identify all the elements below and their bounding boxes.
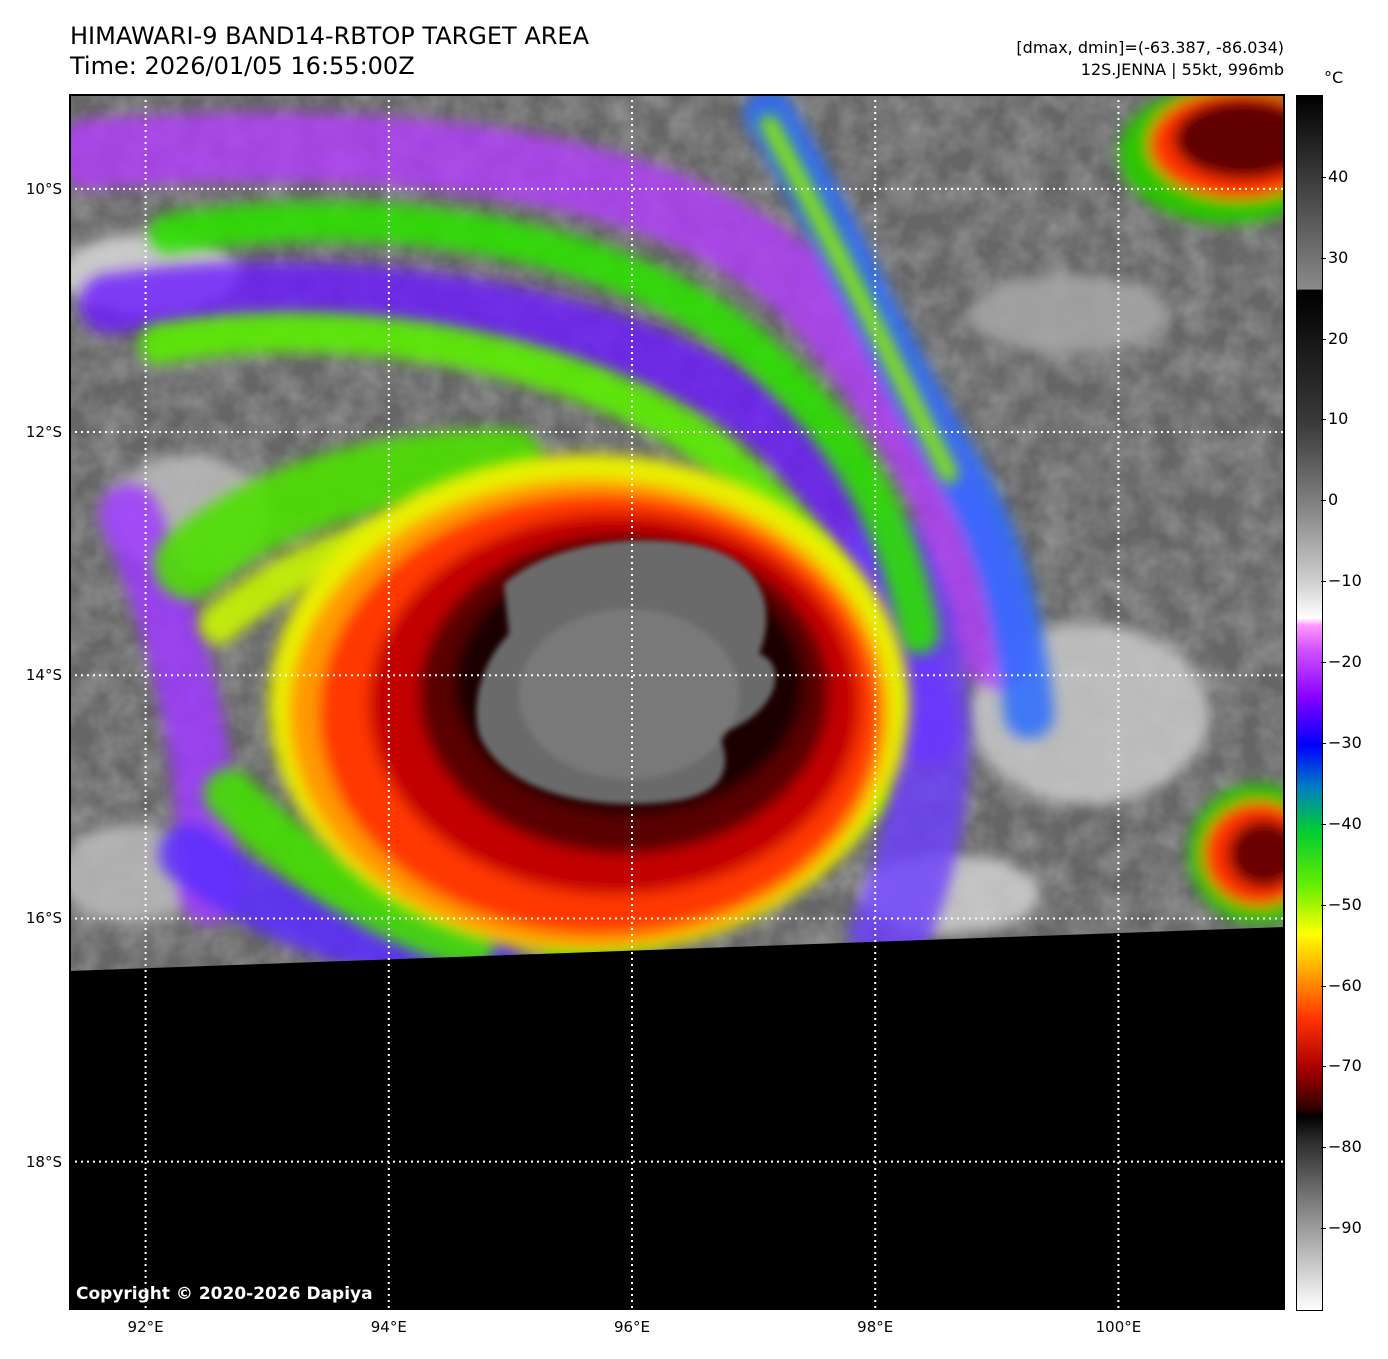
lon-tick-label: 94°E: [370, 1318, 407, 1336]
colorbar-tick-label: 0: [1328, 490, 1339, 510]
colorbar-tick-label: −30: [1328, 732, 1362, 752]
colorbar-tick-mark: [1321, 985, 1326, 987]
chart-time: Time: 2026/01/05 16:55:00Z: [70, 52, 415, 80]
colorbar-tick-mark: [1321, 1066, 1326, 1068]
lon-tick-label: 98°E: [857, 1318, 894, 1336]
lon-tick-label: 100°E: [1095, 1318, 1142, 1336]
colorbar-tick-label: −50: [1328, 894, 1362, 914]
colorbar-tick-label: −90: [1328, 1218, 1362, 1238]
colorbar-tick-mark: [1321, 742, 1326, 744]
lon-tick-label: 92°E: [127, 1318, 164, 1336]
colorbar-tick-mark: [1321, 257, 1326, 259]
colorbar-tick-mark: [1321, 176, 1326, 178]
copyright-text: Copyright © 2020-2026 Dapiya: [76, 1284, 373, 1304]
lat-tick-label: 12°S: [25, 423, 62, 442]
colorbar-tick-mark: [1321, 662, 1326, 664]
lon-tick-label: 96°E: [613, 1318, 651, 1336]
graticule: [69, 94, 1285, 1310]
colorbar-tick-label: −70: [1328, 1056, 1362, 1076]
lat-tick-label: 16°S: [25, 909, 62, 928]
storm-info-text: 12S.JENNA | 55kt, 996mb: [1080, 60, 1284, 79]
colorbar-tick-label: −40: [1328, 813, 1362, 833]
colorbar: [1296, 95, 1323, 1311]
colorbar-tick-label: −80: [1328, 1137, 1362, 1157]
lat-tick-label: 14°S: [25, 666, 62, 685]
colorbar-tick-label: −60: [1328, 975, 1362, 995]
lat-tick-label: 18°S: [25, 1152, 62, 1171]
colorbar-tick-label: 20: [1328, 328, 1349, 348]
map-border: [69, 94, 1285, 1310]
chart-title: HIMAWARI-9 BAND14-RBTOP TARGET AREA: [70, 22, 590, 50]
colorbar-tick-mark: [1321, 500, 1326, 502]
colorbar-tick-label: 10: [1328, 409, 1349, 429]
colorbar-tick-label: 30: [1328, 247, 1349, 267]
lat-tick-label: 10°S: [25, 179, 62, 198]
colorbar-tick-label: 40: [1328, 166, 1349, 186]
colorbar-tick-mark: [1321, 904, 1326, 906]
no-data-region: [69, 927, 1285, 1310]
colorbar-tick-mark: [1321, 823, 1326, 825]
colorbar-unit: °C: [1324, 68, 1344, 87]
satellite-map: Copyright © 2020-2026 Dapiya: [69, 94, 1285, 1310]
colorbar-tick-mark: [1321, 338, 1326, 340]
colorbar-tick-mark: [1321, 419, 1326, 421]
data-range-text: [dmax, dmin]=(-63.387, -86.034): [1016, 38, 1284, 57]
colorbar-tick-label: −20: [1328, 652, 1362, 672]
colorbar-tick-label: −10: [1328, 571, 1362, 591]
colorbar-tick-mark: [1321, 1147, 1326, 1149]
colorbar-tick-mark: [1321, 1228, 1326, 1230]
satellite-imagery: [69, 94, 1285, 1310]
colorbar-tick-mark: [1321, 581, 1326, 583]
